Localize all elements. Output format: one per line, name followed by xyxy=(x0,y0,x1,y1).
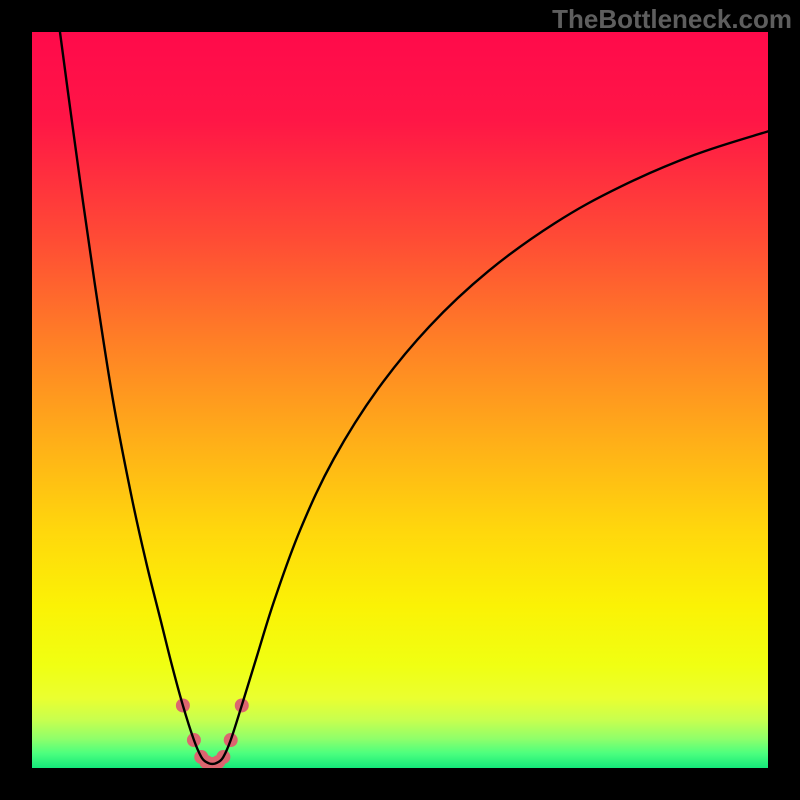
watermark-text: TheBottleneck.com xyxy=(552,4,792,35)
bottleneck-chart xyxy=(32,32,768,768)
chart-background xyxy=(32,32,768,768)
